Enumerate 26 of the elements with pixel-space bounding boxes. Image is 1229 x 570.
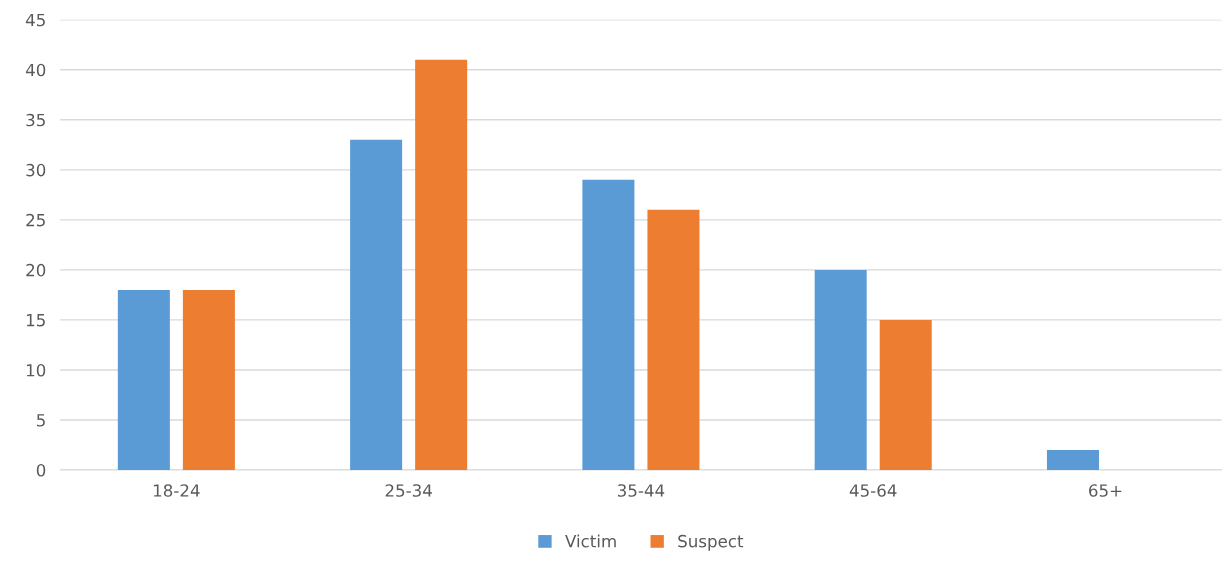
bar: [117, 289, 170, 471]
bar: [647, 209, 700, 471]
x-tick-label: 25-34: [385, 484, 432, 497]
legend-label: Suspect: [678, 534, 744, 551]
y-tick-label: 10: [26, 363, 46, 377]
x-tick-label: 18-24: [153, 484, 200, 497]
y-tick-label: 0: [36, 463, 46, 477]
bar: [879, 319, 932, 471]
x-tick-label: 35-44: [617, 484, 665, 497]
y-tick-label: 40: [25, 63, 46, 77]
y-tick-label: 15: [26, 314, 45, 327]
bar: [1046, 450, 1099, 471]
y-tick-label: 35: [26, 113, 45, 127]
y-tick-label: 30: [26, 163, 46, 177]
y-tick-label: 45: [25, 13, 45, 27]
x-tick-label: 65+: [1089, 484, 1122, 497]
bar: [814, 269, 867, 471]
x-tick-label: 45-64: [849, 484, 897, 497]
legend-label: Victim: [565, 534, 616, 548]
bar: [350, 139, 403, 471]
bar: [415, 59, 468, 471]
bar: [182, 289, 235, 471]
y-tick-label: 5: [37, 414, 45, 427]
y-tick-label: 20: [26, 263, 46, 277]
bar: [582, 179, 635, 471]
y-tick-label: 25: [26, 213, 45, 227]
